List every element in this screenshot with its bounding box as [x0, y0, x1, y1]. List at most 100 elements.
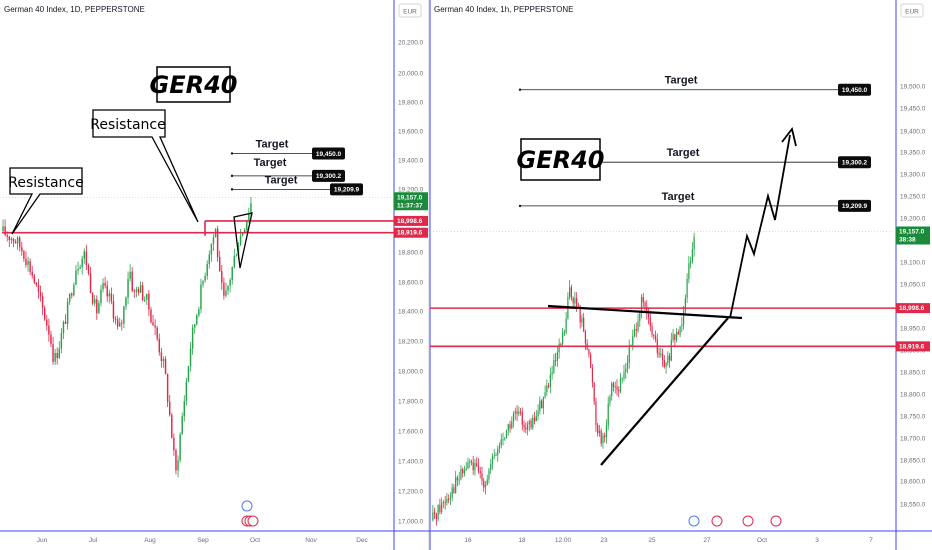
callout-text: Resistance [8, 175, 83, 191]
candle-body [18, 237, 21, 248]
chart-title: GER40 [517, 146, 605, 174]
y-tick-label: 18,950.0 [900, 326, 926, 333]
candle-body [498, 445, 501, 449]
candle-body [584, 331, 587, 344]
candle-body [225, 290, 227, 296]
candle-body [581, 317, 583, 323]
candle-body [58, 348, 61, 359]
candle-body [131, 271, 133, 291]
candle-body [202, 280, 204, 285]
candle-body [481, 473, 483, 481]
y-tick-label: 19,500.0 [900, 84, 926, 91]
candle-body [453, 487, 455, 493]
x-tick-label: Sep [197, 537, 209, 544]
candle-body [441, 503, 443, 513]
candle-body [4, 226, 6, 236]
candle-body [462, 469, 464, 474]
candle-body [597, 425, 599, 434]
candle-body [612, 383, 615, 388]
candle-body [667, 355, 669, 363]
candle-body [12, 238, 15, 242]
currency-label: EUR [905, 9, 919, 16]
candle-body [609, 396, 611, 404]
candle-body [432, 512, 434, 521]
candle-body [91, 293, 94, 304]
y-tick-label: 18,600.0 [900, 479, 926, 486]
candle-body [460, 469, 462, 480]
candle-body [181, 416, 183, 435]
candle-body [164, 358, 167, 375]
price-tag-text: 18,919.6 [899, 343, 925, 350]
event-icon [247, 515, 259, 527]
candle-body [52, 344, 54, 362]
candle-body [661, 353, 664, 361]
y-tick-label: 19,800.0 [398, 100, 424, 107]
candle-body [135, 289, 138, 292]
candle-body [681, 324, 683, 327]
y-tick-label: 18,550.0 [900, 502, 926, 509]
y-tick-label: 18,400.0 [398, 309, 424, 316]
triangle-pattern [233, 212, 253, 269]
candle-body [682, 310, 685, 325]
candle-body [477, 465, 480, 472]
candle-body [179, 434, 181, 461]
candle-body [37, 285, 40, 292]
y-tick-label: 18,200.0 [398, 339, 424, 346]
candle-body [156, 327, 158, 339]
candle-body [118, 322, 121, 327]
target-price-tag [312, 147, 345, 160]
candle-body [469, 461, 471, 463]
y-tick-label: 18,000.0 [398, 369, 424, 376]
candle-body [649, 317, 651, 327]
candle-body [526, 424, 529, 430]
candle-body [14, 241, 17, 244]
candle-body [611, 383, 613, 397]
candle-body [193, 324, 196, 328]
candle-body [243, 230, 246, 233]
candle-body [549, 374, 551, 387]
candle-body [75, 270, 77, 285]
candle-body [248, 213, 250, 221]
y-tick-label: 18,850.0 [900, 370, 926, 377]
candle-body [125, 297, 127, 307]
candle-body [583, 317, 585, 332]
candle-body [239, 235, 242, 246]
candle-body [479, 471, 481, 474]
candle-body [10, 238, 13, 240]
candle-body [691, 249, 693, 262]
y-tick-label: 18,600.0 [398, 280, 424, 287]
candle-body [619, 378, 622, 392]
candle-body [231, 267, 233, 280]
y-tick-label: 19,400.0 [900, 129, 926, 136]
candle-body [64, 321, 67, 324]
price-tag-text: 19,157.0 [397, 194, 423, 201]
candle-body [100, 289, 102, 304]
candle-body [600, 430, 602, 444]
target-price-text: 19,450.0 [316, 151, 342, 158]
target-label: Target [662, 191, 695, 203]
candle-body [221, 271, 223, 283]
candle-body [162, 358, 165, 362]
candle-body [439, 505, 441, 513]
candle-body [663, 360, 665, 367]
candle-body [81, 258, 83, 268]
candle-body [693, 236, 695, 250]
candle-body [486, 479, 488, 485]
target-line-start [518, 88, 522, 91]
candle-body [677, 331, 679, 335]
candle-body [98, 303, 100, 314]
candle-body [110, 293, 113, 302]
candle-body [458, 479, 460, 481]
candle-body [175, 450, 177, 471]
candle-body [565, 318, 567, 333]
candle-body [626, 362, 629, 370]
candle-body [50, 334, 52, 345]
candle-body [198, 309, 200, 316]
y-tick-label: 19,450.0 [900, 106, 926, 113]
resistance-callout [92, 109, 199, 223]
candle-body [204, 275, 206, 281]
candle-body [129, 271, 131, 279]
candle-body [448, 498, 450, 500]
candle-body [637, 321, 639, 331]
